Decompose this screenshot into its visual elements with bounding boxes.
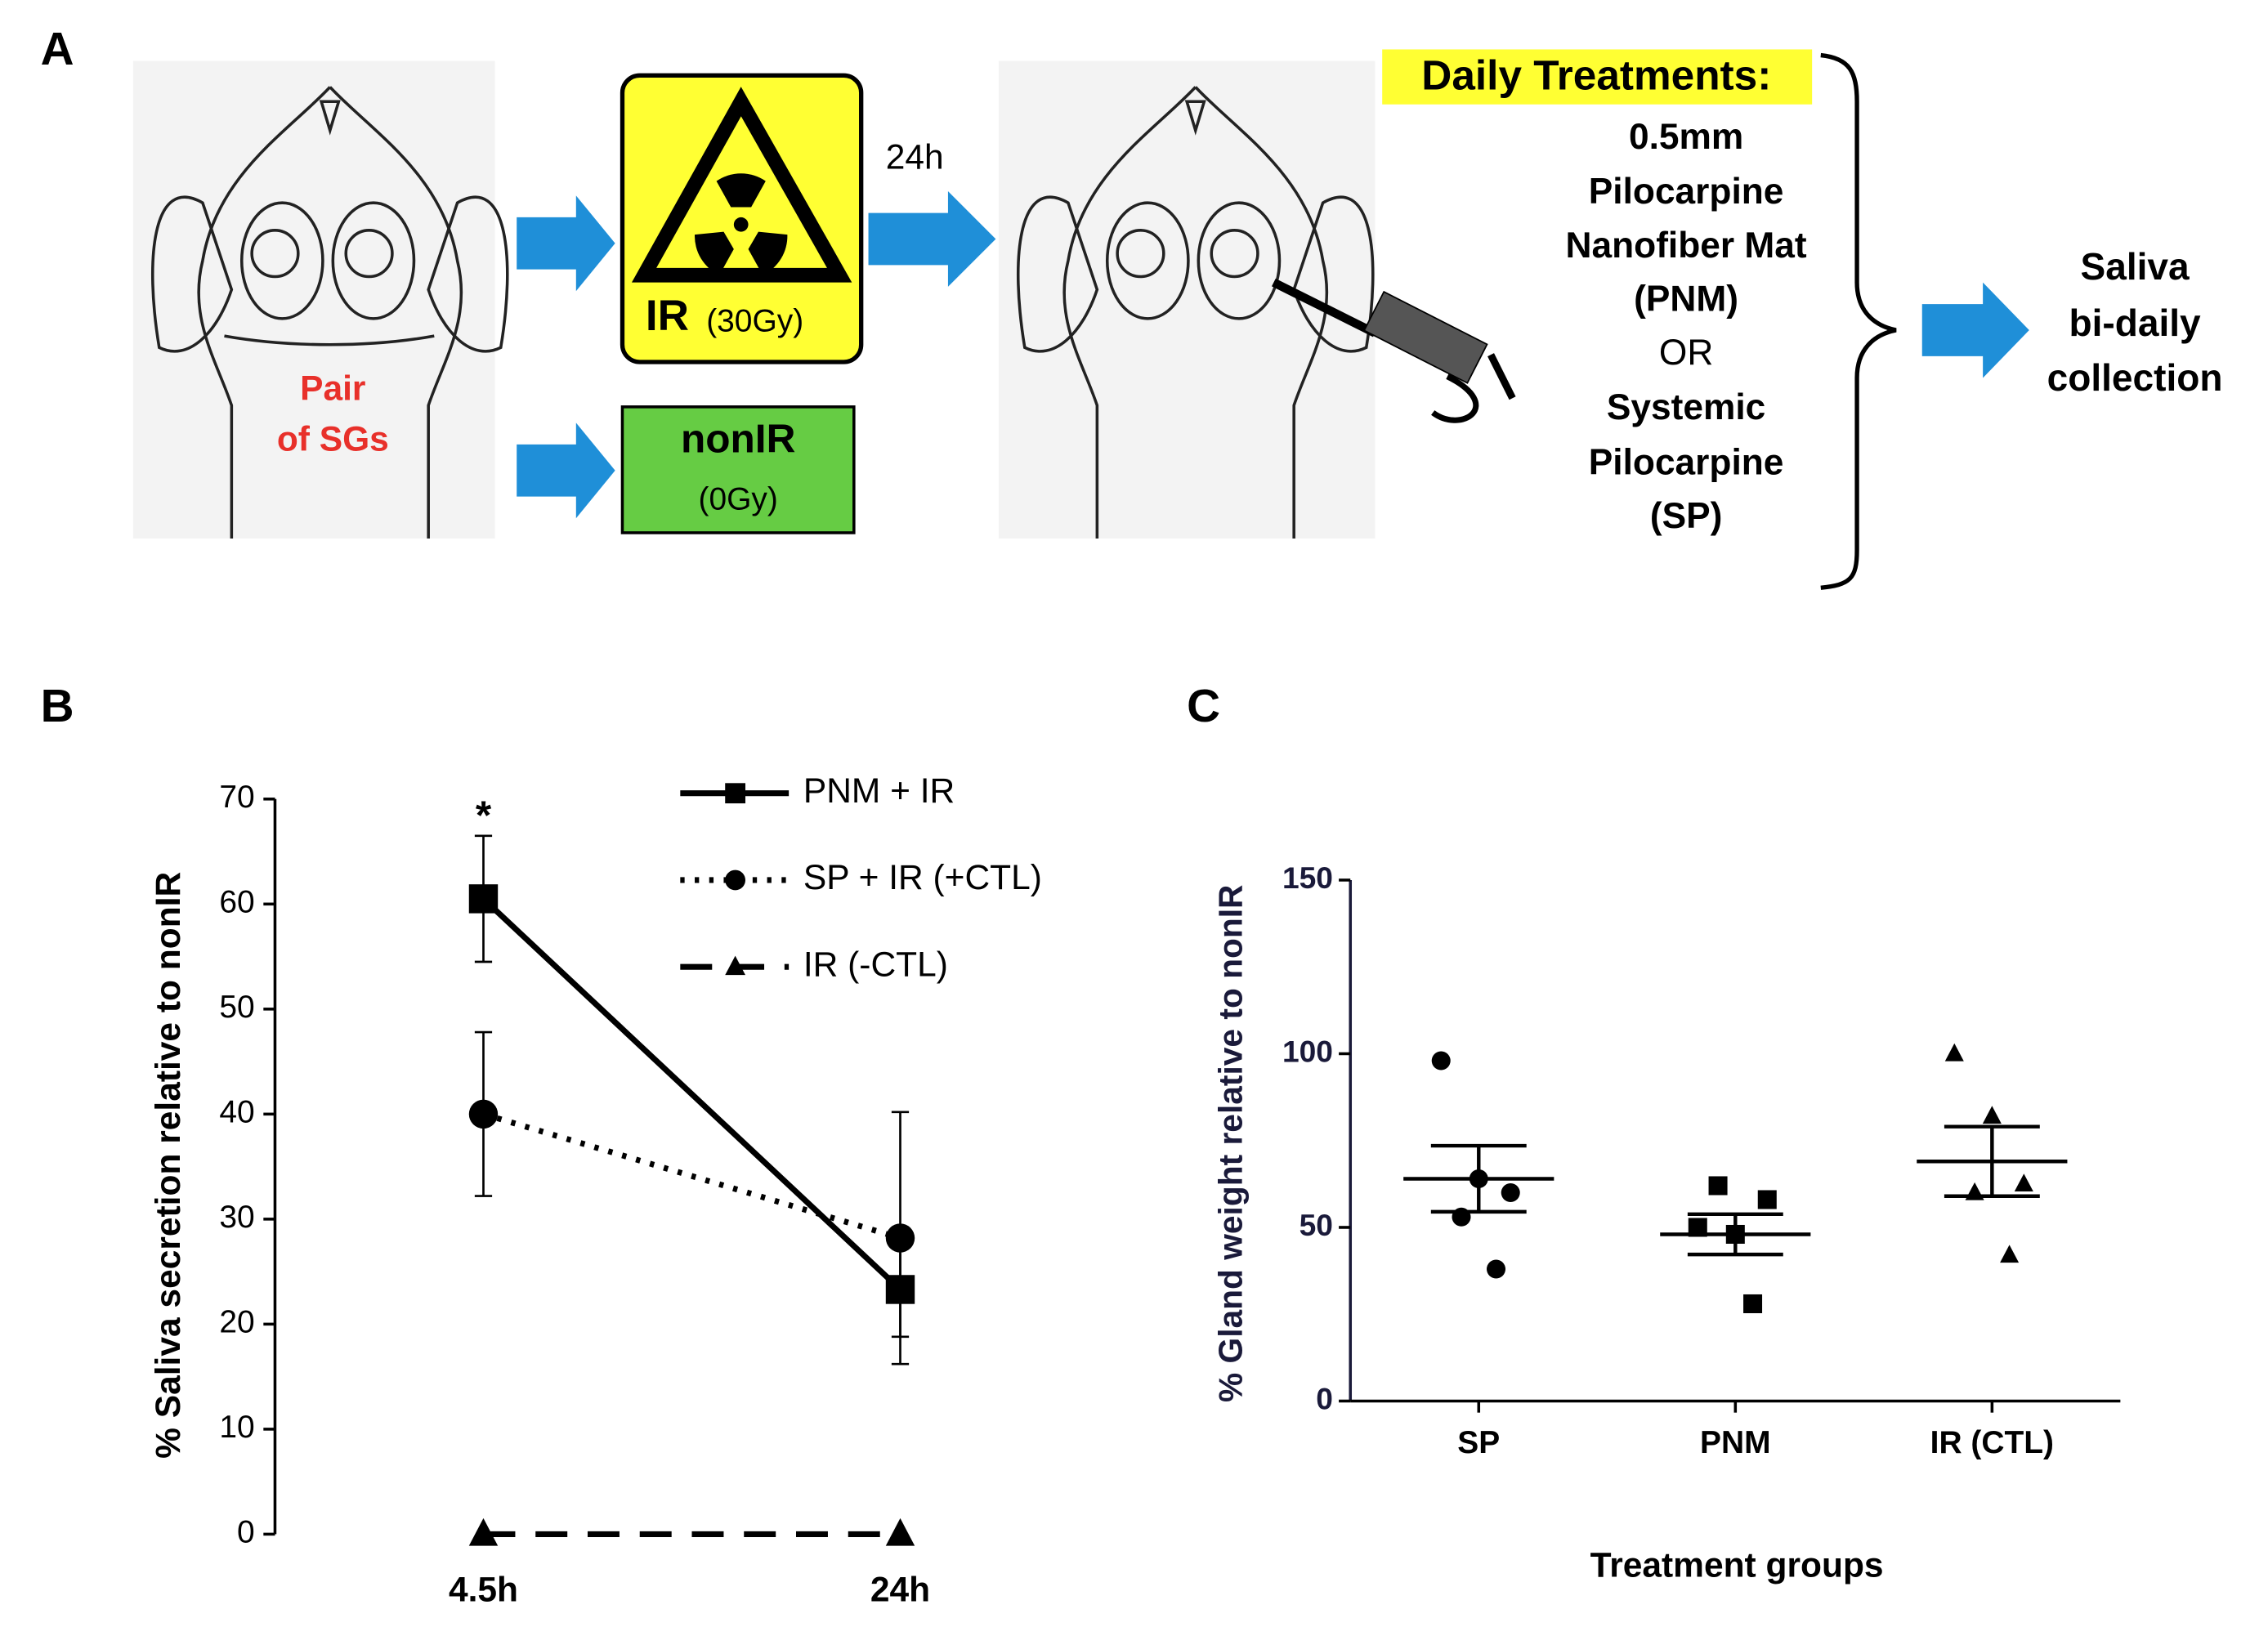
x-tick-label: PNM — [1700, 1425, 1771, 1460]
mouse-right — [998, 60, 1376, 539]
treatments-title: Daily Treatments: — [1421, 51, 1771, 98]
data-point — [1431, 1051, 1451, 1071]
treatment-line: (PNM) — [1634, 279, 1738, 319]
legend-marker — [725, 955, 746, 976]
legend-marker — [725, 783, 746, 804]
sem-bar — [1687, 1212, 1783, 1257]
data-point — [1743, 1294, 1763, 1313]
series-line — [481, 896, 902, 1292]
legend-label: IR (-CTL) — [803, 945, 948, 984]
data-point — [885, 1517, 915, 1546]
outcome-line: collection — [2047, 356, 2223, 399]
trefoil — [695, 173, 788, 275]
legend-label: SP + IR (+CTL) — [803, 859, 1042, 897]
y-axis-label: % Saliva secretion relative to nonIR — [150, 872, 188, 1459]
data-point — [1708, 1176, 1728, 1196]
y-tick-label: 0 — [237, 1515, 255, 1550]
treatment-line: Systemic — [1607, 387, 1765, 427]
ir-dose: (30Gy) — [706, 303, 803, 338]
mouse-left — [132, 60, 509, 539]
x-axis-label: Treatment groups — [1590, 1546, 1884, 1585]
series-line — [482, 1111, 901, 1241]
y-tick-label: 40 — [219, 1095, 254, 1130]
x-tick-label: 24h — [870, 1571, 930, 1609]
sg-label: Pair — [300, 370, 365, 409]
y-axis-label: % Gland weight relative to nonIR — [1212, 885, 1250, 1402]
y-tick-label: 50 — [219, 990, 254, 1025]
panel-a: A Pair of SGs IR (30Gy) nonIR (0Gy) 24h — [41, 24, 2223, 590]
treatment-line: (SP) — [1650, 496, 1723, 536]
nonir-label: nonIR — [681, 415, 795, 461]
annotation: * — [476, 793, 492, 838]
y-tick-label: 10 — [219, 1410, 254, 1445]
sem-bar — [1944, 1124, 2040, 1198]
sg-label: of SGs — [277, 421, 389, 459]
y-tick-label: 0 — [1316, 1381, 1333, 1415]
y-tick-label: 100 — [1282, 1034, 1333, 1068]
nonir-dose: (0Gy) — [698, 481, 777, 516]
brace — [1820, 52, 1897, 590]
y-tick-label: 70 — [219, 780, 254, 815]
syringe — [1272, 278, 1516, 423]
treatment-line: Pilocarpine — [1589, 172, 1784, 212]
panel-label: B — [41, 681, 74, 732]
legend-label: PNM + IR — [803, 772, 955, 811]
treatment-line: Pilocarpine — [1589, 442, 1784, 482]
x-tick-label: IR (CTL) — [1930, 1425, 2054, 1460]
x-tick-label: SP — [1457, 1425, 1500, 1460]
arrows — [517, 191, 2029, 519]
data-point — [1487, 1259, 1506, 1279]
panel-label: C — [1187, 681, 1220, 732]
y-tick-label: 20 — [219, 1305, 254, 1340]
outcome-line: Saliva — [2081, 245, 2190, 288]
ir-label: IR — [646, 292, 689, 340]
legend-marker — [725, 869, 746, 891]
y-tick-label: 150 — [1282, 860, 1333, 895]
data-point — [468, 884, 499, 914]
y-tick-label: 30 — [219, 1200, 254, 1235]
data-point — [2000, 1245, 2020, 1263]
delay-label: 24h — [886, 138, 944, 177]
panel-label: A — [41, 24, 74, 75]
data-point — [468, 1517, 499, 1546]
highlight — [1382, 49, 1813, 105]
nonir-box — [620, 405, 856, 534]
y-tick-label: 60 — [219, 885, 254, 920]
data-point — [468, 1099, 499, 1129]
data-point — [1757, 1190, 1777, 1209]
outcome-line: bi-daily — [2069, 302, 2202, 344]
y-tick-label: 50 — [1300, 1208, 1333, 1242]
treatment-line: 0.5mm — [1629, 117, 1743, 157]
treatment-line: OR — [1659, 333, 1713, 373]
data-point — [885, 1223, 915, 1253]
data-point — [1982, 1106, 2002, 1124]
treatment-line: Nanofiber Mat — [1566, 226, 1807, 266]
sem-bar — [1430, 1143, 1527, 1214]
data-point — [2014, 1173, 2033, 1192]
x-tick-label: 4.5h — [449, 1571, 518, 1609]
data-point — [1501, 1182, 1520, 1202]
data-point — [1944, 1043, 1964, 1062]
data-point — [1688, 1218, 1707, 1237]
radiation-sign — [631, 87, 852, 283]
